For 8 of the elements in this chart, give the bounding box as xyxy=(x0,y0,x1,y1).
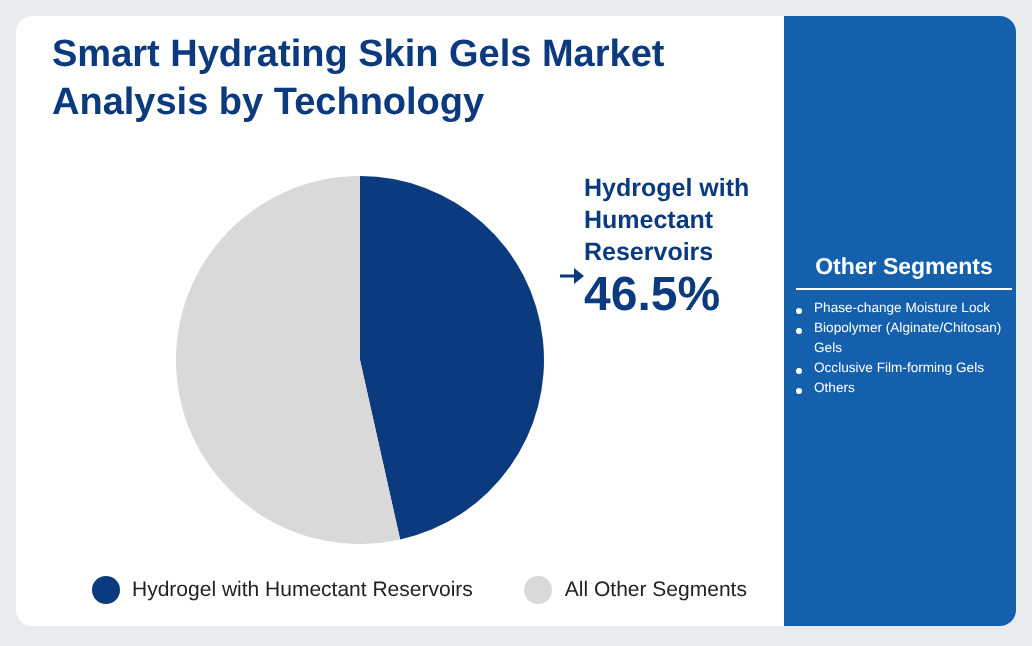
data-label: 46.5% xyxy=(584,268,723,324)
chart-title: Smart Hydrating Skin Gels Market Analysis by Technology xyxy=(52,32,667,128)
legend-label: All Other Segments xyxy=(564,578,747,602)
slice-label: Hydrogel with Humectant Reservoirs xyxy=(584,172,752,268)
text: Other Segments xyxy=(796,256,1012,290)
legend-label: Hydrogel with Humectant Reservoirs xyxy=(132,578,473,602)
pie-slice xyxy=(176,176,401,544)
pie-slice xyxy=(360,176,544,540)
